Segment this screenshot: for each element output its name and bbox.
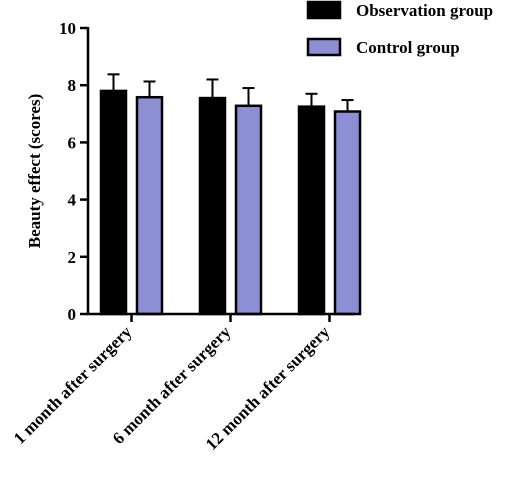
legend: Observation group Control group [306, 0, 493, 57]
bar-control-3 [333, 110, 362, 316]
y-tick-label: 4 [68, 191, 77, 210]
bar-observation-2 [198, 96, 227, 316]
legend-label-observation: Observation group [356, 1, 493, 20]
bar-observation-1 [99, 89, 128, 316]
legend-label-control: Control group [356, 38, 460, 57]
bar-control-1 [135, 95, 164, 316]
bars-layer [99, 89, 362, 316]
legend-swatch-observation [306, 0, 342, 20]
y-tick-label: 2 [68, 248, 77, 267]
legend-swatch-control [306, 37, 342, 57]
y-tick-label: 0 [68, 305, 77, 324]
bar-control-2 [234, 104, 263, 316]
bar-observation-3 [297, 105, 326, 316]
y-tick-label: 8 [68, 76, 77, 95]
y-axis-title: Beauty effect (scores) [25, 94, 44, 249]
y-tick-label: 6 [68, 133, 77, 152]
y-tick-label: 10 [59, 19, 76, 38]
error-bars-layer [107, 73, 354, 112]
